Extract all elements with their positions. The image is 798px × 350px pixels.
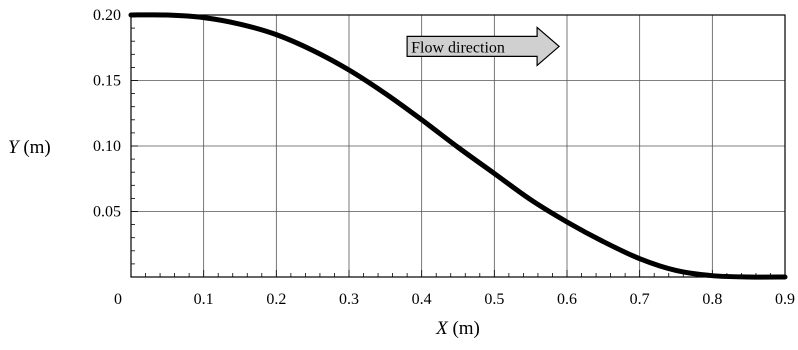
y-axis-symbol: Y [8, 137, 21, 158]
plot-frame [130, 14, 786, 278]
y-axis-label: Y (m) [8, 137, 51, 158]
flow-direction-label: Flow direction [411, 39, 505, 56]
series-line [128, 12, 788, 280]
x-tick-label: 0.9 [775, 291, 795, 308]
y-axis-unit: (m) [19, 137, 51, 158]
x-tick-label: 0.5 [484, 291, 504, 308]
x-tick-label: 0 [114, 291, 122, 308]
x-tick-label: 0.4 [412, 291, 432, 308]
y-tick-label: 0.15 [93, 73, 121, 90]
y-tick-label: 0.10 [93, 138, 121, 155]
flow-arrow-shape [406, 26, 561, 67]
y-tick-label: 0.20 [93, 7, 121, 24]
flow-direction-arrow: Flow direction [406, 26, 561, 67]
x-tick-label: 0.6 [557, 291, 577, 308]
y-tick-label: 0.05 [93, 204, 121, 221]
y-tick-labels: 0.05 0.10 0.15 0.20 [93, 7, 121, 221]
x-axis-label: X (m) [435, 318, 480, 339]
grid [131, 15, 785, 277]
x-axis-unit: (m) [448, 318, 480, 339]
x-axis-symbol: X [435, 318, 449, 339]
x-tick-labels: 0 0.1 0.2 0.3 0.4 0.5 0.6 0.7 0.8 0.9 [114, 291, 795, 308]
x-tick-label: 0.8 [702, 291, 722, 308]
x-tick-label: 0.3 [339, 291, 359, 308]
x-tick-label: 0.2 [266, 291, 286, 308]
x-tick-label: 0.7 [630, 291, 650, 308]
x-tick-label: 0.1 [194, 291, 214, 308]
